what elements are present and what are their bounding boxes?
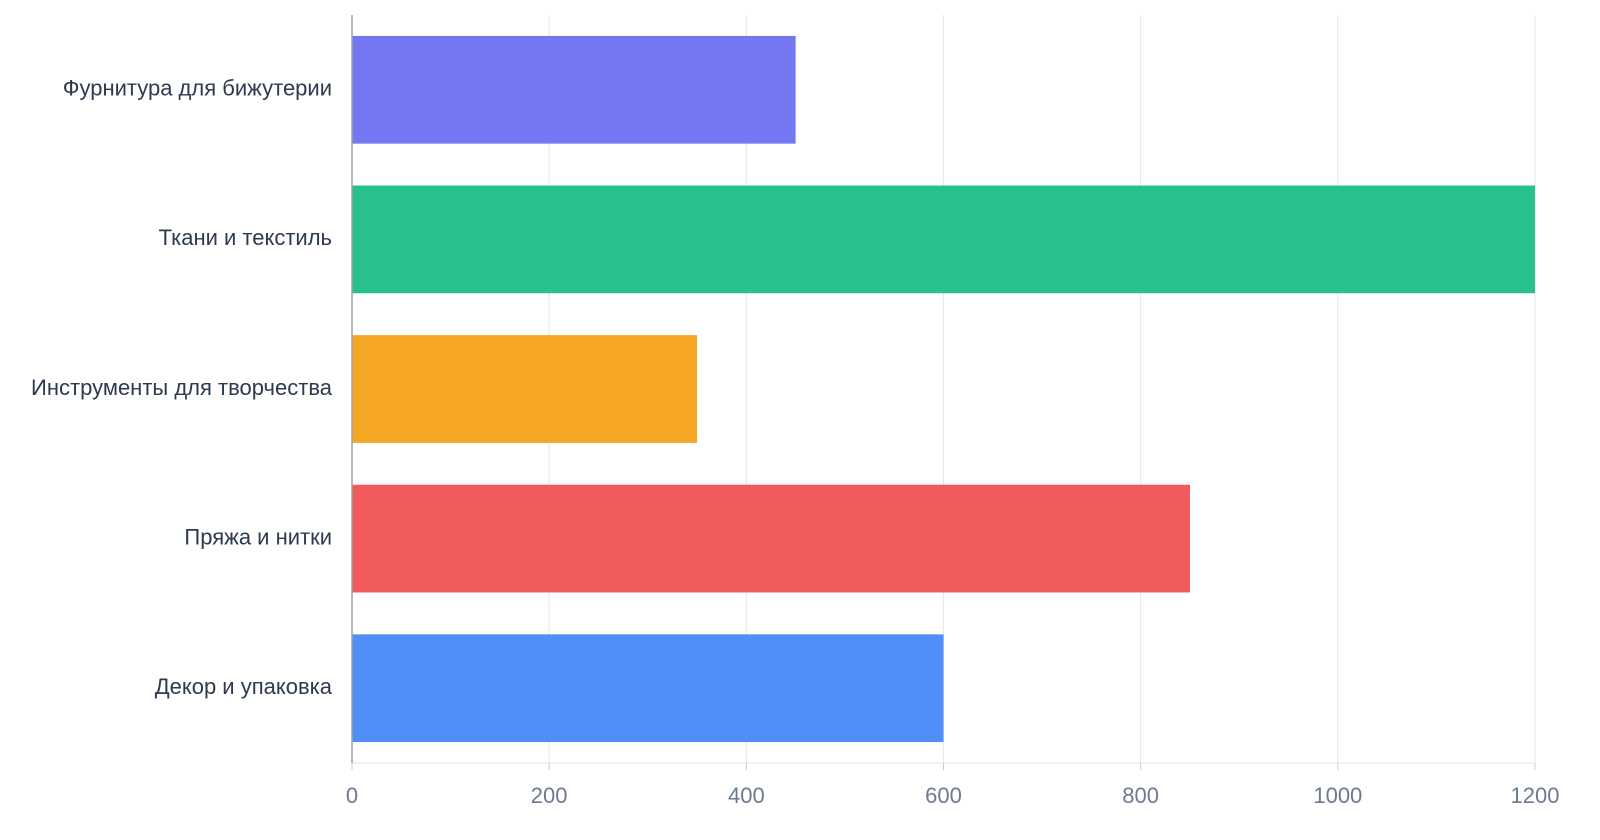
x-tick-label: 600	[925, 783, 962, 808]
x-tick-label: 400	[728, 783, 765, 808]
y-tick-label: Пряжа и нитки	[184, 524, 332, 549]
bar	[352, 35, 796, 144]
x-tick-label: 0	[346, 783, 358, 808]
y-tick-label: Декор и упаковка	[155, 674, 333, 699]
x-tick-label: 1000	[1313, 783, 1362, 808]
y-tick-label: Фурнитура для бижутерии	[63, 76, 332, 101]
bar	[352, 185, 1535, 294]
y-tick-label: Инструменты для творчества	[31, 375, 333, 400]
bar	[352, 335, 698, 443]
y-tick-label: Ткани и текстиль	[159, 225, 332, 250]
x-tick-label: 200	[531, 783, 568, 808]
bar	[352, 484, 1190, 593]
x-tick-label: 1200	[1511, 783, 1560, 808]
bar	[352, 634, 944, 743]
x-tick-label: 800	[1122, 783, 1159, 808]
